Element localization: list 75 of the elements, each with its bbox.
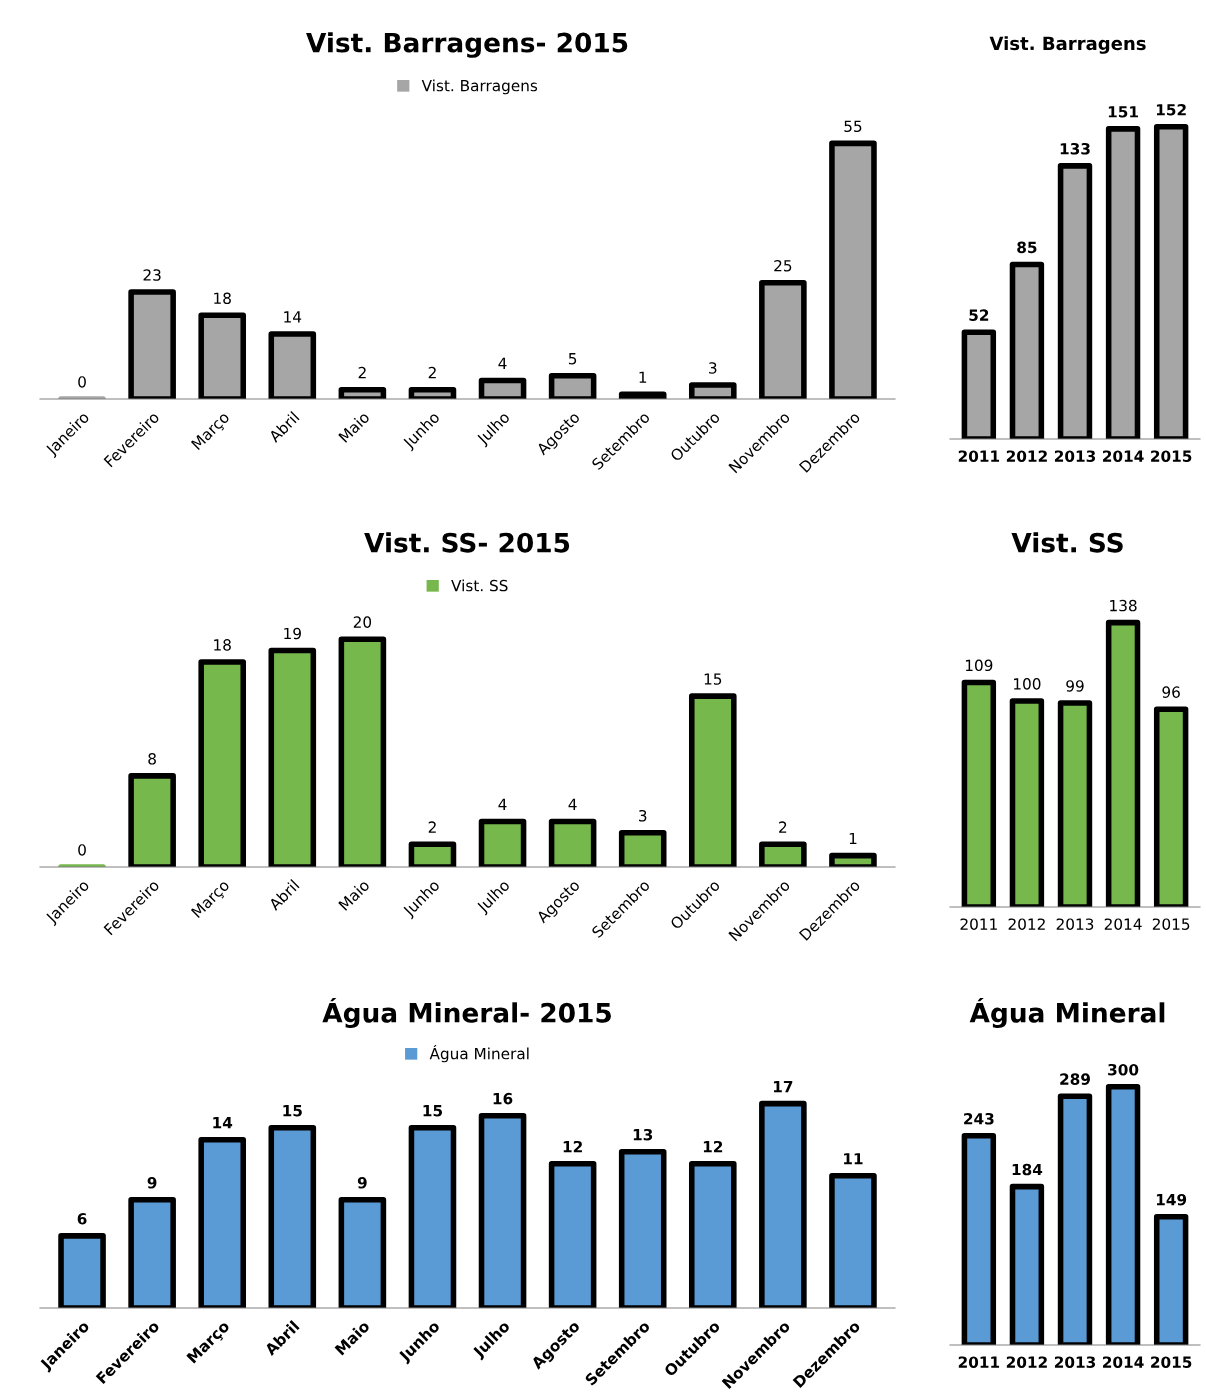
data-label: 133 — [1060, 143, 1090, 155]
legend-label: Água Mineral — [429, 1044, 529, 1063]
data-label: 15 — [704, 673, 722, 685]
data-label: 152 — [1156, 103, 1186, 116]
data-label: 13 — [633, 1128, 653, 1141]
data-label: 18 — [214, 639, 231, 651]
data-label: 25 — [774, 259, 792, 272]
data-label: 15 — [423, 1105, 443, 1117]
data-label: 55 — [844, 120, 862, 133]
data-label: 19 — [284, 627, 301, 640]
legend-label: Vist. SS — [451, 579, 508, 592]
data-label: 16 — [493, 1092, 513, 1105]
chart-title: Água Mineral — [969, 997, 1165, 1029]
data-label: 2 — [428, 821, 436, 833]
x-tick-label: 2011 — [960, 918, 997, 930]
data-label: 12 — [703, 1140, 723, 1153]
data-label: 289 — [1060, 1073, 1090, 1085]
data-label: 2 — [779, 821, 787, 833]
data-label: 96 — [1162, 686, 1180, 698]
chart-title: Água Mineral- 2015 — [322, 997, 611, 1029]
legend-label: Vist. Barragens — [421, 79, 538, 95]
data-label: 17 — [773, 1081, 793, 1093]
data-label: 2 — [428, 366, 436, 379]
data-label: 6 — [77, 1213, 87, 1225]
data-label: 0 — [78, 376, 86, 388]
x-tick-label: 2011 — [958, 450, 1000, 462]
data-label: 4 — [498, 357, 507, 369]
chart-title: Vist. SS — [1011, 532, 1123, 553]
data-label: 149 — [1156, 1193, 1187, 1206]
data-label: 23 — [143, 269, 161, 281]
data-label: 300 — [1108, 1063, 1139, 1076]
data-label: 20 — [353, 616, 372, 628]
x-tick-label: 2014 — [1103, 1356, 1144, 1368]
data-label: 138 — [1110, 599, 1137, 612]
chart-title: Vist. SS- 2015 — [364, 532, 570, 553]
data-label: 52 — [969, 309, 989, 321]
data-label: 3 — [709, 362, 717, 374]
data-label: 0 — [78, 844, 86, 856]
x-tick-label: 2015 — [1151, 450, 1192, 462]
x-tick-label: 2011 — [958, 1356, 1000, 1368]
data-label: 1 — [639, 371, 647, 383]
data-label: 2 — [358, 366, 366, 379]
data-label: 12 — [563, 1140, 582, 1153]
x-tick-label: 2013 — [1054, 1356, 1096, 1368]
x-tick-label: 2014 — [1104, 918, 1142, 930]
chart-title: Vist. Barragens- 2015 — [306, 32, 628, 58]
x-tick-label: 2013 — [1054, 450, 1096, 462]
data-label: 85 — [1017, 241, 1037, 254]
data-label: 1 — [849, 832, 857, 845]
x-tick-label: 2013 — [1056, 918, 1094, 930]
data-label: 5 — [568, 353, 577, 365]
data-label: 9 — [147, 1176, 157, 1189]
chart-title: Vist. Barragens — [989, 36, 1146, 54]
data-label: 9 — [357, 1176, 367, 1189]
data-label: 99 — [1066, 680, 1084, 692]
x-tick-label: 2012 — [1006, 450, 1047, 462]
data-label: 18 — [214, 292, 231, 305]
data-label: 243 — [964, 1112, 994, 1125]
x-tick-label: 2012 — [1006, 1356, 1047, 1368]
data-label: 100 — [1014, 678, 1041, 690]
x-tick-label: 2015 — [1152, 918, 1190, 930]
data-label: 14 — [284, 311, 302, 323]
data-label: 15 — [283, 1105, 302, 1117]
data-label: 14 — [213, 1117, 233, 1129]
data-label: 8 — [148, 753, 156, 765]
x-tick-label: 2014 — [1103, 450, 1144, 462]
data-label: 184 — [1012, 1163, 1043, 1176]
data-label: 109 — [965, 659, 993, 672]
data-label: 11 — [844, 1153, 863, 1165]
x-tick-label: 2012 — [1008, 918, 1045, 930]
data-label: 4 — [498, 798, 507, 810]
x-tick-label: 2015 — [1151, 1356, 1192, 1368]
data-label: 151 — [1108, 106, 1138, 118]
data-label: 3 — [639, 809, 647, 822]
data-label: 4 — [568, 798, 577, 810]
